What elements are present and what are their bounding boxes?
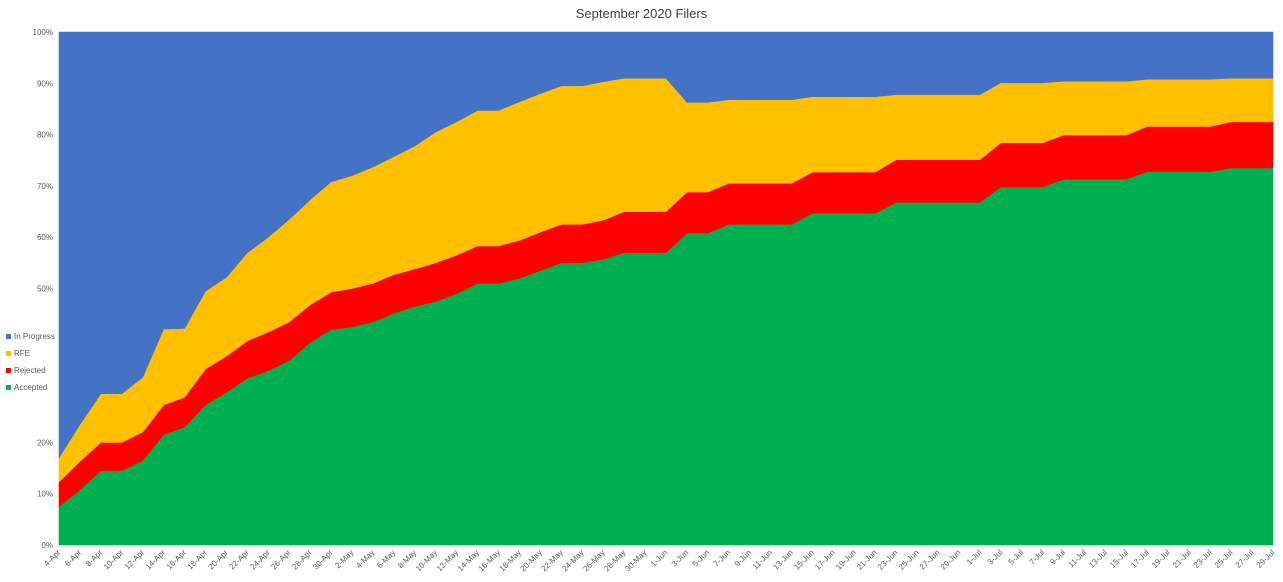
x-tick-label: 2-May xyxy=(333,548,355,570)
x-tick-label: 29-Jul xyxy=(1255,548,1277,570)
x-tick-label: 14-Apr xyxy=(144,548,168,572)
x-tick-label: 16-Apr xyxy=(165,548,189,572)
chart-title: September 2020 Filers xyxy=(575,6,708,21)
x-tick-label: 12-Apr xyxy=(123,548,147,572)
x-tick-label: 13-Jul xyxy=(1087,548,1109,570)
x-tick-label: 30-May xyxy=(623,548,648,573)
x-tick-label: 7-Jul xyxy=(1028,548,1047,567)
x-tick-label: 26-Apr xyxy=(269,548,293,572)
area-in-progress xyxy=(58,31,1274,459)
x-tick-label: 28-Apr xyxy=(290,548,314,572)
x-axis-ticks: 4-Apr 6-Apr 8-Apr10-Apr12-Apr14-Apr16-Apr1… xyxy=(42,548,1276,573)
x-tick-label: 16-May xyxy=(477,548,502,573)
y-tick-label: 90% xyxy=(37,79,53,88)
x-tick-label: 15-Jul xyxy=(1108,548,1130,570)
x-tick-label: 23-Jun xyxy=(876,548,900,572)
x-tick-label: 26-May xyxy=(581,548,606,573)
x-tick-label: 4-Apr xyxy=(42,548,62,568)
x-tick-label: 10-May xyxy=(414,548,439,573)
area-series-group xyxy=(58,31,1274,546)
x-tick-label: 27-Jul xyxy=(1234,548,1256,570)
y-tick-label: 70% xyxy=(37,182,53,191)
legend-item-rfe: RFE xyxy=(6,345,55,362)
legend-label: RFE xyxy=(14,349,30,358)
x-tick-label: 28-May xyxy=(602,548,627,573)
x-tick-label: 1-Jun xyxy=(649,548,670,569)
x-tick-label: 6-May xyxy=(375,548,397,570)
x-tick-label: 11-Jun xyxy=(751,548,774,571)
x-tick-label: 4-May xyxy=(354,548,376,570)
legend-swatch xyxy=(6,334,11,339)
legend-item-in-progress: In Progress xyxy=(6,328,55,345)
legend-label: Accepted xyxy=(14,383,48,392)
y-tick-label: 10% xyxy=(37,490,53,499)
x-tick-label: 18-May xyxy=(498,548,523,573)
x-tick-label: 25-Jul xyxy=(1213,548,1235,570)
x-tick-label: 20-May xyxy=(519,548,544,573)
x-tick-label: 18-Apr xyxy=(186,548,210,572)
y-tick-label: 60% xyxy=(37,233,53,242)
x-tick-label: 7-Jun xyxy=(712,548,733,569)
x-tick-label: 9-Jul xyxy=(1048,548,1067,567)
x-tick-label: 19-Jul xyxy=(1150,548,1172,570)
legend-label: Rejected xyxy=(14,366,46,375)
x-tick-label: 15-Jun xyxy=(792,548,816,572)
legend-swatch xyxy=(6,368,11,373)
x-tick-label: 21-Jul xyxy=(1171,548,1193,570)
x-tick-label: 1-Jul xyxy=(965,548,984,567)
x-tick-label: 24-Apr xyxy=(248,548,272,572)
x-tick-label: 22-May xyxy=(540,548,565,573)
x-tick-label: 25-Jun xyxy=(897,548,921,572)
x-tick-label: 21-Jun xyxy=(855,548,879,572)
x-tick-label: 5-Jun xyxy=(691,548,712,569)
x-tick-label: 5-Jul xyxy=(1007,548,1026,567)
x-tick-label: 10-Apr xyxy=(102,548,126,572)
x-tick-label: 13-Jun xyxy=(771,548,795,572)
x-tick-label: 22-Apr xyxy=(227,548,251,572)
x-tick-label: 27-Jun xyxy=(918,548,942,572)
legend: In Progress RFE Rejected Accepted xyxy=(6,328,55,396)
x-tick-label: 3-Jun xyxy=(670,548,691,569)
legend-item-rejected: Rejected xyxy=(6,362,55,379)
legend-item-accepted: Accepted xyxy=(6,379,55,396)
y-tick-label: 50% xyxy=(37,285,53,294)
x-tick-label: 12-May xyxy=(435,548,460,573)
x-tick-label: 14-May xyxy=(456,548,481,573)
x-tick-label: 20-Apr xyxy=(207,548,231,572)
x-tick-label: 6-Apr xyxy=(63,548,83,568)
x-tick-label: 3-Jul xyxy=(986,548,1005,567)
x-tick-label: 24-May xyxy=(560,548,585,573)
legend-swatch xyxy=(6,385,11,390)
x-tick-label: 17-Jul xyxy=(1129,548,1151,570)
y-axis-ticks: 0% 10% 20% 50% 60% 70% 80% 90% 100% xyxy=(33,28,53,550)
x-tick-label: 17-Jun xyxy=(813,548,837,572)
legend-swatch xyxy=(6,351,11,356)
x-tick-label: 11-Jul xyxy=(1067,548,1089,570)
x-tick-label: 23-Jul xyxy=(1192,548,1214,570)
y-tick-label: 80% xyxy=(37,131,53,140)
x-tick-label: 29-Jun xyxy=(939,548,963,572)
y-tick-label: 100% xyxy=(33,28,53,37)
legend-label: In Progress xyxy=(14,332,55,341)
y-tick-label: 0% xyxy=(41,541,53,550)
x-tick-label: 19-Jun xyxy=(834,548,858,572)
x-tick-label: 30-Apr xyxy=(311,548,335,572)
y-tick-label: 20% xyxy=(37,438,53,447)
